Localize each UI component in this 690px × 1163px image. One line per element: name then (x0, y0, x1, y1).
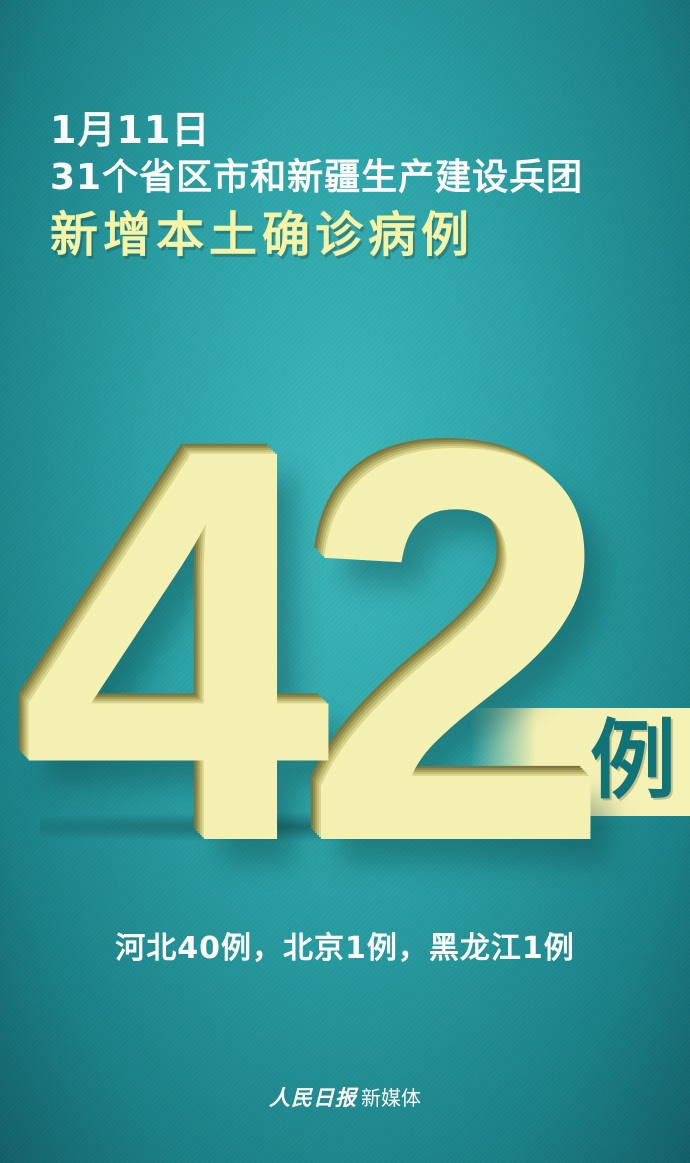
case-count-number: 42 (20, 332, 613, 958)
unit-ribbon (470, 708, 690, 816)
region-text: 31个省区市和新疆生产建设兵团 (50, 157, 584, 198)
brand-logo: 人民日报 (269, 1085, 357, 1110)
date-text: 1月11日 (50, 108, 211, 152)
headline: 1月11日 31个省区市和新疆生产建设兵团 新增本土确诊病例 (50, 108, 583, 266)
brand-suffix: 新媒体 (361, 1086, 421, 1110)
regional-breakdown: 河北40例，北京1例，黑龙江1例 (115, 931, 575, 966)
footer-brand: 人民日报 新媒体 (0, 1078, 690, 1118)
subject-title: 新增本土确诊病例 (50, 207, 475, 263)
case-unit: 例 (590, 711, 676, 811)
number-shadow (40, 812, 640, 842)
